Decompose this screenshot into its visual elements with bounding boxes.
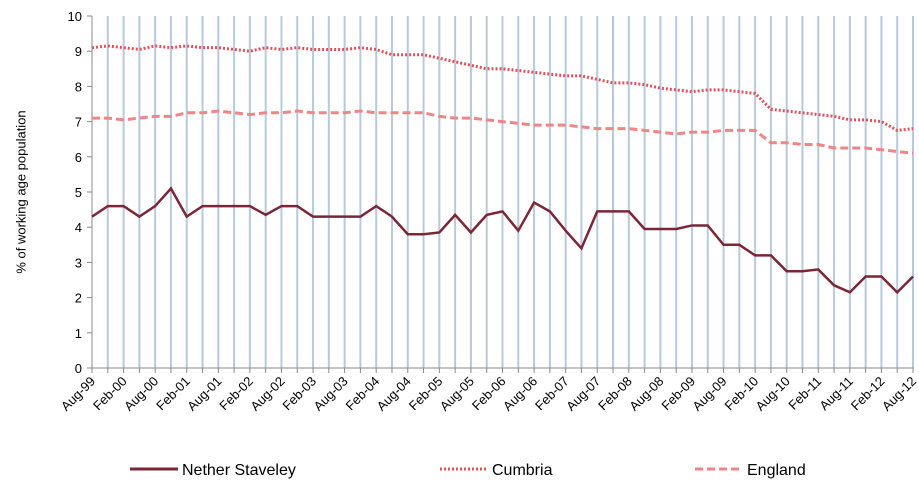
y-tick-label: 0 xyxy=(75,361,82,376)
legend-label: Nether Staveley xyxy=(182,462,296,479)
x-tick-label: Aug-00 xyxy=(121,374,161,414)
x-tick-label: Aug-04 xyxy=(374,374,414,414)
y-tick-label: 2 xyxy=(75,291,82,306)
y-tick-label: 3 xyxy=(75,255,82,270)
series-line xyxy=(92,109,914,155)
x-tick-label: Feb-11 xyxy=(785,374,824,413)
x-tick-label: Feb-04 xyxy=(343,374,383,414)
series-line xyxy=(91,44,914,132)
x-tick-label: Feb-02 xyxy=(216,374,256,414)
y-tick-label: 7 xyxy=(75,115,82,130)
legend-label: Cumbria xyxy=(492,462,553,479)
y-tick-label: 1 xyxy=(75,326,82,341)
legend-label: England xyxy=(747,462,806,479)
x-tick-label: Feb-07 xyxy=(532,374,572,414)
x-tick-label: Aug-01 xyxy=(184,374,224,414)
x-tick-label: Aug-07 xyxy=(563,374,603,414)
x-tick-label: Feb-00 xyxy=(90,374,130,414)
x-tick-label: Feb-09 xyxy=(658,374,698,414)
x-tick-label: Aug-05 xyxy=(437,374,477,414)
x-tick-label: Aug-02 xyxy=(247,374,287,414)
x-tick-label: Aug-10 xyxy=(753,374,793,414)
x-tick-label: Feb-05 xyxy=(406,374,446,414)
y-tick-label: 9 xyxy=(75,44,82,59)
x-tick-label: Feb-08 xyxy=(595,374,635,414)
x-tick-label: Aug-06 xyxy=(500,374,540,414)
x-tick-label: Feb-10 xyxy=(721,374,761,414)
y-tick-label: 4 xyxy=(75,220,82,235)
y-tick-label: 5 xyxy=(75,185,82,200)
y-tick-label: 10 xyxy=(68,9,82,24)
y-axis-label: % of working age population xyxy=(13,110,28,273)
y-tick-label: 8 xyxy=(75,79,82,94)
x-tick-label: Aug-08 xyxy=(626,374,666,414)
x-tick-label: Feb-12 xyxy=(848,374,888,414)
x-tick-label: Aug-12 xyxy=(879,374,919,414)
x-tick-label: Aug-99 xyxy=(58,374,98,414)
x-tick-label: Feb-06 xyxy=(469,374,509,414)
x-tick-label: Aug-09 xyxy=(689,374,729,414)
x-tick-label: Aug-03 xyxy=(310,374,350,414)
x-tick-label: Feb-01 xyxy=(153,374,193,414)
x-tick-label: Aug-11 xyxy=(816,374,856,414)
y-tick-label: 6 xyxy=(75,150,82,165)
series-line xyxy=(91,186,914,295)
x-tick-label: Feb-03 xyxy=(279,374,319,414)
